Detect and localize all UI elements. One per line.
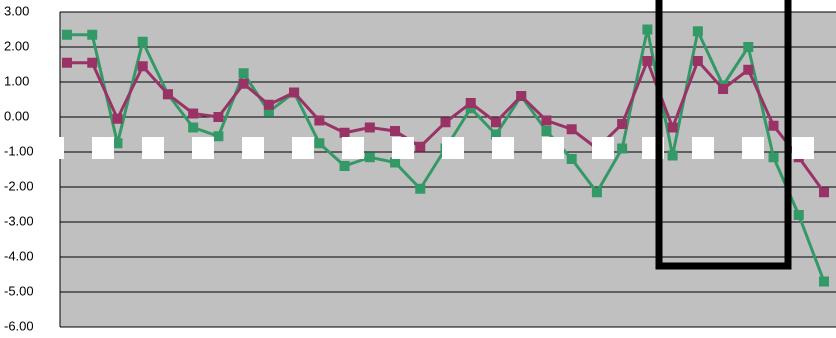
marker xyxy=(62,29,72,40)
marker xyxy=(364,152,375,163)
marker xyxy=(188,122,199,133)
marker xyxy=(768,152,779,163)
marker xyxy=(263,99,274,110)
marker xyxy=(617,119,628,129)
marker xyxy=(718,84,729,94)
y-tick-label: -4.00 xyxy=(4,248,34,263)
category-label-box xyxy=(42,137,64,159)
category-label-boxes xyxy=(42,137,814,159)
marker xyxy=(62,57,72,68)
marker xyxy=(87,57,98,68)
marker xyxy=(516,91,527,101)
marker xyxy=(642,24,653,35)
marker xyxy=(289,87,300,98)
marker xyxy=(339,127,350,138)
y-tick-label: 1.00 xyxy=(4,73,29,88)
marker xyxy=(667,122,678,133)
marker xyxy=(541,115,552,126)
marker xyxy=(314,138,325,149)
highlight-box xyxy=(655,0,792,270)
category-label-box xyxy=(142,137,164,159)
category-label-box xyxy=(692,137,714,159)
y-tick-label: 3.00 xyxy=(4,3,29,18)
marker xyxy=(112,113,123,124)
category-label-box xyxy=(542,137,564,159)
marker xyxy=(137,61,148,72)
marker xyxy=(415,141,426,152)
marker xyxy=(87,29,98,40)
marker xyxy=(213,131,224,142)
marker xyxy=(692,56,703,66)
marker xyxy=(768,120,779,131)
marker xyxy=(793,210,804,220)
marker xyxy=(112,138,123,149)
category-label-box xyxy=(392,137,414,159)
marker xyxy=(465,103,476,114)
y-tick-label: -2.00 xyxy=(4,178,34,193)
marker xyxy=(490,117,501,128)
marker xyxy=(390,157,401,168)
marker xyxy=(339,161,350,171)
y-tick-label: -6.00 xyxy=(4,318,34,333)
marker xyxy=(541,126,552,136)
marker xyxy=(642,56,653,66)
marker xyxy=(566,154,577,164)
marker xyxy=(692,26,703,37)
marker xyxy=(213,112,224,122)
marker xyxy=(188,108,199,119)
y-tick-label: -1.00 xyxy=(4,143,34,158)
marker xyxy=(263,106,274,117)
marker xyxy=(743,42,754,52)
marker xyxy=(465,98,476,108)
category-label-box xyxy=(342,137,364,159)
marker xyxy=(162,89,173,100)
y-tick-label: 2.00 xyxy=(4,38,29,53)
marker xyxy=(819,187,829,198)
marker xyxy=(137,36,148,47)
marker xyxy=(415,183,426,194)
y-tick-label: -3.00 xyxy=(4,213,34,228)
marker xyxy=(314,115,325,126)
marker xyxy=(364,122,375,133)
category-label-box xyxy=(792,137,814,159)
marker xyxy=(390,126,401,136)
marker xyxy=(819,276,829,287)
category-label-box xyxy=(592,137,614,159)
category-label-box xyxy=(442,137,464,159)
marker xyxy=(617,143,628,154)
category-label-box xyxy=(492,137,514,159)
marker xyxy=(490,129,501,140)
y-tick-label: -5.00 xyxy=(4,283,34,298)
category-label-box xyxy=(92,137,114,159)
category-label-box xyxy=(742,137,764,159)
marker xyxy=(566,124,577,135)
plot-area xyxy=(60,12,836,327)
marker xyxy=(440,117,451,128)
category-label-box xyxy=(242,137,264,159)
y-tick-label: 0.00 xyxy=(4,108,29,123)
marker xyxy=(667,150,678,161)
marker xyxy=(238,78,249,89)
marker xyxy=(743,64,754,75)
marker xyxy=(238,68,249,79)
category-label-box xyxy=(292,137,314,159)
series-layer xyxy=(62,24,829,287)
category-label-box xyxy=(192,137,214,159)
marker xyxy=(591,187,602,198)
